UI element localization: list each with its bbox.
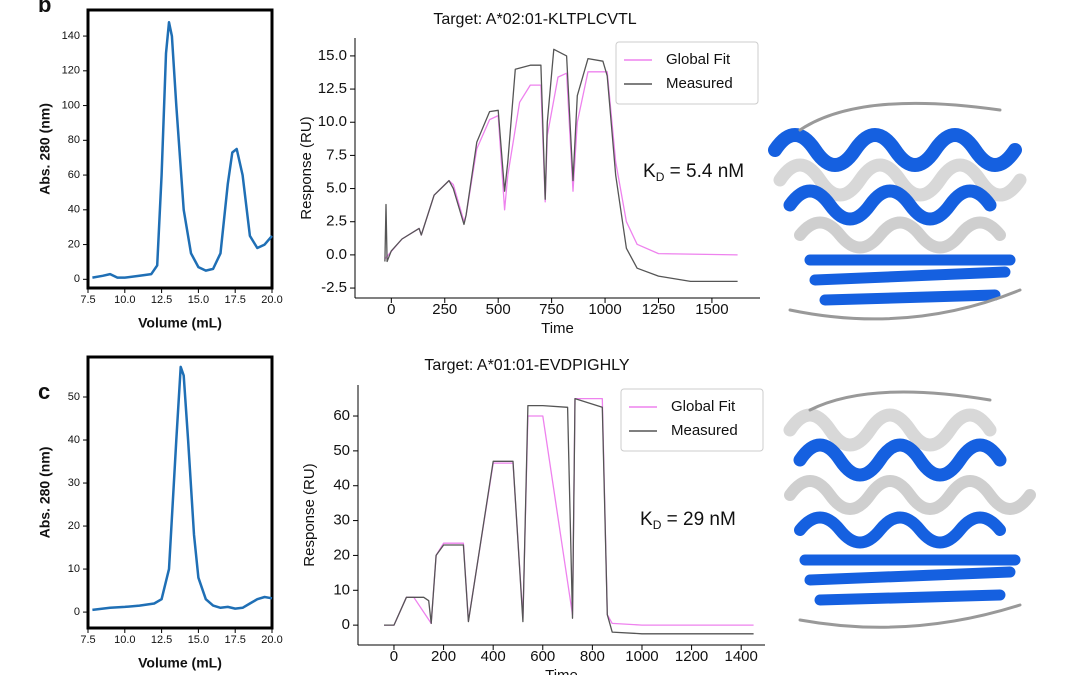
x-tick-label: 1000 <box>625 648 658 665</box>
kd-value: = 29 nM <box>661 509 735 530</box>
y-tick-label: 0 <box>342 616 350 633</box>
chart-title: Target: A*01:01-EVDPIGHLY <box>424 357 629 374</box>
y-tick-label: 10 <box>68 563 80 575</box>
y-tick-label: 30 <box>333 512 350 529</box>
x-tick-label: 500 <box>486 301 511 318</box>
panel-label: c <box>38 379 50 404</box>
y-tick-label: 80 <box>68 134 80 146</box>
x-tick-label: 12.5 <box>151 294 172 306</box>
y-tick-label: 0 <box>74 606 80 618</box>
x-axis-label: Volume (mL) <box>138 655 222 671</box>
y-tick-label: 60 <box>68 169 80 181</box>
x-tick-label: 15.0 <box>188 294 209 306</box>
x-tick-label: 10.0 <box>114 294 135 306</box>
x-tick-label: 1000 <box>588 301 621 318</box>
plot-frame <box>86 8 274 290</box>
y-tick-label: 2.5 <box>326 213 347 230</box>
x-tick-label: 7.5 <box>80 294 95 306</box>
y-tick-label: 12.5 <box>318 80 347 97</box>
y-tick-label: 0.0 <box>326 246 347 263</box>
x-tick-label: 1400 <box>725 648 758 665</box>
chart-title: Target: A*02:01-KLTPLCVTL <box>433 11 636 28</box>
x-axis-label: Time <box>545 667 578 675</box>
x-tick-label: 750 <box>539 301 564 318</box>
x-tick-label: 400 <box>481 648 506 665</box>
kd-value: = 5.4 nM <box>664 161 744 182</box>
y-axis-label: Response (RU) <box>301 463 318 566</box>
x-tick-label: 600 <box>530 648 555 665</box>
y-tick-label: 40 <box>68 204 80 216</box>
y-tick-label: 140 <box>62 30 80 42</box>
y-tick-label: 50 <box>68 391 80 403</box>
kd-subscript: D <box>653 518 662 532</box>
y-axis-label: Abs. 280 (nm) <box>37 447 53 539</box>
y-tick-label: 40 <box>68 434 80 446</box>
y-tick-label: 10.0 <box>318 113 347 130</box>
x-tick-label: 20.0 <box>261 634 282 646</box>
y-tick-label: 30 <box>68 477 80 489</box>
x-tick-label: 200 <box>431 648 456 665</box>
y-tick-label: 100 <box>62 99 80 111</box>
x-tick-label: 1500 <box>695 301 728 318</box>
kd-symbol: K <box>643 161 656 182</box>
legend-box <box>620 388 764 452</box>
data-line <box>92 20 273 279</box>
legend-label: Measured <box>671 422 738 439</box>
y-tick-label: -2.5 <box>321 279 347 296</box>
x-tick-label: 17.5 <box>224 294 245 306</box>
x-axis-label: Time <box>541 320 574 337</box>
y-tick-label: 0 <box>74 273 80 285</box>
x-tick-label: 7.5 <box>80 634 95 646</box>
x-tick-label: 17.5 <box>224 634 245 646</box>
legend-label: Measured <box>666 75 733 92</box>
kd-annotation: KD = 5.4 nM <box>643 161 744 184</box>
protein-structure <box>768 101 1036 629</box>
y-tick-label: 10 <box>333 581 350 598</box>
x-axis-label: Volume (mL) <box>138 315 222 331</box>
x-tick-label: 10.0 <box>114 634 135 646</box>
kd-subscript: D <box>656 170 665 184</box>
legend-label: Global Fit <box>666 51 731 68</box>
y-axis-label: Abs. 280 (nm) <box>37 103 53 195</box>
data-line <box>92 365 273 612</box>
y-tick-label: 40 <box>333 477 350 494</box>
y-tick-label: 60 <box>333 407 350 424</box>
x-tick-label: 250 <box>432 301 457 318</box>
kd-annotation: KD = 29 nM <box>640 509 736 532</box>
y-tick-label: 5.0 <box>326 180 347 197</box>
x-tick-label: 20.0 <box>261 294 282 306</box>
y-tick-label: 7.5 <box>326 146 347 163</box>
data-line <box>384 397 754 635</box>
x-tick-label: 15.0 <box>188 634 209 646</box>
x-tick-label: 1250 <box>642 301 675 318</box>
x-tick-label: 0 <box>387 301 395 318</box>
y-tick-label: 50 <box>333 442 350 459</box>
x-tick-label: 800 <box>580 648 605 665</box>
legend-label: Global Fit <box>671 398 736 415</box>
legend-box <box>615 41 759 105</box>
x-tick-label: 0 <box>390 648 398 665</box>
x-tick-label: 1200 <box>675 648 708 665</box>
panel-label: b <box>38 0 51 17</box>
y-tick-label: 20 <box>68 520 80 532</box>
y-tick-label: 120 <box>62 65 80 77</box>
x-tick-label: 12.5 <box>151 634 172 646</box>
y-axis-label: Response (RU) <box>298 116 315 219</box>
y-tick-label: 20 <box>333 546 350 563</box>
plot-frame <box>86 355 274 630</box>
data-line <box>384 48 738 283</box>
kd-symbol: K <box>640 509 653 530</box>
y-tick-label: 15.0 <box>318 47 347 64</box>
y-tick-label: 20 <box>68 238 80 250</box>
